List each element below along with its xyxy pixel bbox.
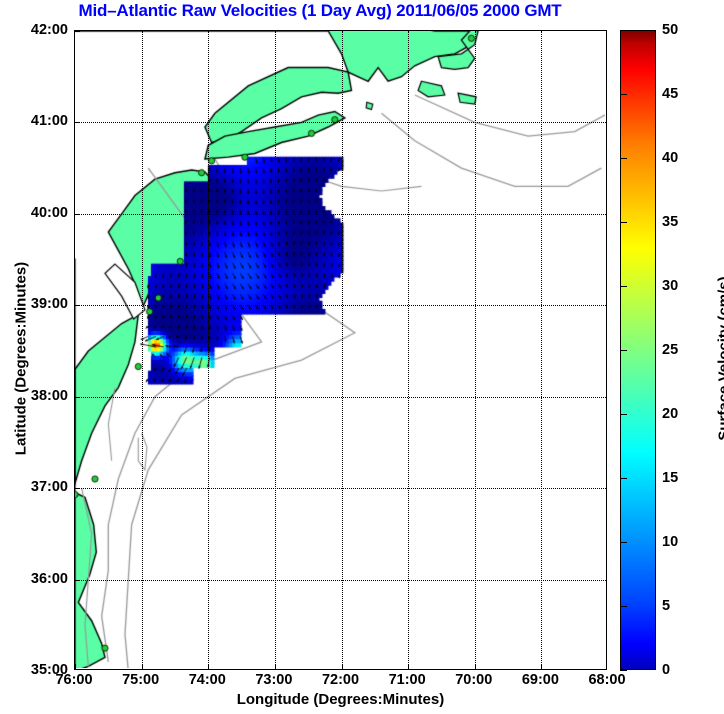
y-tick-mark	[75, 305, 80, 307]
x-tick-label: 69:00	[521, 672, 559, 688]
velocity-field-canvas	[75, 31, 605, 668]
x-tick-label: 76:00	[55, 672, 93, 688]
colorbar-tick-label: 40	[662, 150, 679, 166]
colorbar-tick-label: 20	[662, 406, 679, 422]
x-tick-label: 70:00	[455, 672, 493, 688]
colorbar-tick-label: 50	[662, 22, 679, 38]
y-tick-label: 42:00	[30, 22, 68, 38]
page-title: Mid–Atlantic Raw Velocities (1 Day Avg) …	[78, 1, 562, 20]
colorbar-tick-label: 5	[662, 598, 671, 614]
x-tick-label: 72:00	[321, 672, 360, 688]
x-tick-mark	[408, 664, 410, 669]
colorbar-tick-mark	[620, 670, 627, 671]
y-tick-label: 40:00	[30, 204, 68, 221]
y-axis-title: Latitude (Degrees:Minutes)	[12, 261, 30, 456]
colorbar-tick-label: 10	[662, 534, 679, 550]
x-tick-mark	[274, 664, 276, 669]
map-plot-area[interactable]	[74, 30, 607, 670]
y-tick-label: 38:00	[30, 387, 68, 404]
x-tick-label: 75:00	[122, 672, 160, 688]
y-tick-mark	[75, 488, 80, 490]
colorbar-tick-label: 30	[662, 278, 679, 294]
colorbar-tick-mark	[620, 350, 627, 351]
x-tick-label: 74:00	[188, 672, 226, 688]
y-tick-label: 39:00	[30, 296, 68, 313]
x-axis-title: Longitude (Degrees:Minutes)	[236, 691, 445, 708]
colorbar-tick-mark	[620, 414, 627, 415]
colorbar-tick-mark	[620, 286, 627, 287]
colorbar-tick-label: 35	[662, 214, 679, 230]
colorbar-tick-label: 45	[662, 86, 679, 102]
x-tick-mark	[474, 664, 476, 669]
colorbar-title: Surface Velocity (cm/s)	[715, 276, 724, 441]
x-tick-label: 71:00	[388, 672, 426, 688]
x-tick-label: 68:00	[588, 672, 626, 688]
colorbar-tick-label: 25	[662, 342, 679, 358]
colorbar-tick-mark	[620, 606, 627, 607]
y-tick-label: 36:00	[30, 570, 68, 587]
y-tick-label: 35:00	[30, 662, 68, 678]
colorbar-tick-label: 15	[662, 470, 679, 486]
colorbar-tick-label: 0	[662, 662, 671, 678]
y-tick-mark	[75, 396, 80, 398]
x-tick-mark	[75, 664, 76, 669]
colorbar-tick-mark	[620, 94, 627, 95]
x-tick-mark	[208, 664, 210, 669]
x-tick-mark	[141, 664, 143, 669]
x-tick-mark	[541, 664, 543, 669]
colorbar-tick-mark	[620, 478, 627, 479]
y-tick-mark	[75, 579, 80, 581]
y-tick-mark	[75, 213, 80, 215]
y-tick-label: 41:00	[30, 113, 68, 130]
colorbar-tick-mark	[620, 542, 627, 543]
x-tick-mark	[341, 664, 343, 669]
colorbar-tick-mark	[620, 158, 627, 159]
x-tick-label: 73:00	[255, 672, 293, 688]
y-tick-mark	[75, 31, 80, 32]
colorbar-tick-mark	[620, 30, 627, 31]
y-tick-label: 37:00	[30, 479, 68, 496]
y-tick-mark	[75, 122, 80, 124]
colorbar-tick-mark	[620, 222, 627, 223]
